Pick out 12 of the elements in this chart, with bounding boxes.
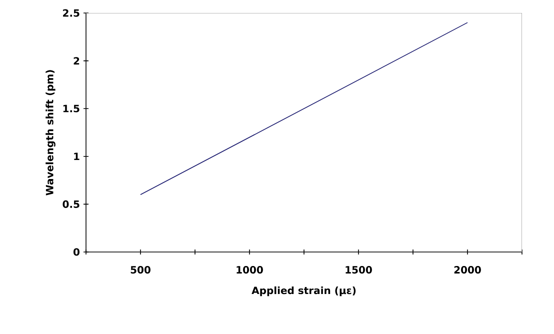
y-tick-label: 2.5 [63,9,80,17]
y-tick-label: 2 [74,57,80,65]
x-tick-label: 1500 [346,266,372,274]
y-tick-label: 0 [74,248,80,256]
x-tick-label: 1000 [236,266,263,274]
x-tick-label: 2000 [454,266,481,274]
y-axis-title: Wavelength shift (pm) [46,70,56,196]
y-tick-label: 1.5 [63,104,80,112]
y-tick-label: 0.5 [62,200,80,208]
x-tick-label: 500 [130,266,150,274]
x-axis-title: Applied strain (με) [252,286,356,296]
y-tick-label: 1 [74,152,80,160]
